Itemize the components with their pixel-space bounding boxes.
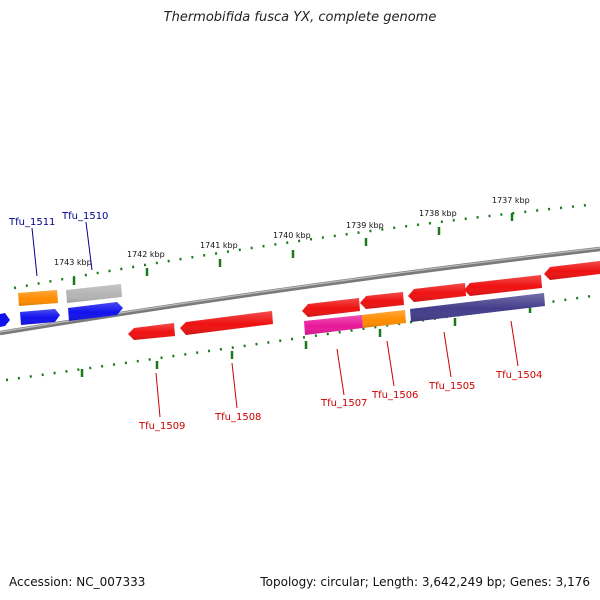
gene-tfu-1505-upper[interactable]: [408, 283, 466, 302]
map-title: Thermobifida fusca YX, complete genome: [163, 10, 437, 25]
leader-tfu-1507: [336, 348, 345, 396]
leader-tfu-1504: [510, 320, 519, 367]
tick-1742: 1742 kbp: [127, 250, 165, 276]
leader-tfu-1510: [85, 221, 93, 271]
label-tfu-1505: Tfu_1505: [428, 381, 475, 392]
label-tfu-1506: Tfu_1506: [371, 390, 418, 401]
gene-tfu-1505[interactable]: [410, 293, 545, 322]
genome-summary: Topology: circular; Length: 3,642,249 bp…: [260, 575, 590, 589]
tick-label-1741: 1741 kbp: [200, 241, 238, 250]
gene-tfu-1507-upper[interactable]: [302, 298, 360, 317]
label-tfu-1511: Tfu_1511: [8, 217, 55, 228]
leader-tfu-1508: [231, 362, 238, 409]
label-tfu-1508: Tfu_1508: [214, 412, 261, 423]
tick-1740: 1740 kbp: [273, 231, 311, 258]
tick-label-1738: 1738 kbp: [419, 209, 457, 218]
label-tfu-1507: Tfu_1507: [320, 398, 367, 409]
tick-1738: 1738 kbp: [419, 209, 457, 235]
inner-major-ticks: [80, 305, 532, 377]
gene-tfu-1510[interactable]: [66, 284, 122, 303]
accession-text: Accession: NC_007333: [9, 575, 146, 589]
leader-tfu-1509: [155, 372, 161, 418]
gene-tfu-1504-upper[interactable]: [464, 275, 542, 296]
leader-tfu-1511: [31, 227, 38, 277]
gene-tfu-1509[interactable]: [128, 323, 175, 340]
gene-tfu-1510-partner[interactable]: [68, 302, 123, 321]
gene-tfu-1507[interactable]: [304, 315, 363, 335]
genome-backbone: [0, 246, 600, 336]
tick-label-1740: 1740 kbp: [273, 231, 311, 240]
gene-edge-red[interactable]: [544, 261, 600, 280]
tick-label-1737: 1737 kbp: [492, 196, 530, 205]
gene-tfu-1511-partner[interactable]: [20, 309, 60, 325]
gene-edge-blue[interactable]: [0, 313, 10, 327]
label-tfu-1509: Tfu_1509: [138, 421, 185, 432]
tick-1743: 1743 kbp: [54, 258, 92, 285]
leader-tfu-1506: [386, 340, 395, 387]
leader-tfu-1505: [443, 331, 452, 378]
tick-label-1743: 1743 kbp: [54, 258, 92, 267]
tick-1741: 1741 kbp: [200, 241, 238, 267]
gene-tfu-1508[interactable]: [180, 311, 273, 335]
label-tfu-1510: Tfu_1510: [61, 211, 108, 222]
tick-1737: 1737 kbp: [492, 196, 530, 221]
gene-tfu-1511[interactable]: [18, 290, 58, 306]
tick-label-1739: 1739 kbp: [346, 221, 384, 230]
tick-label-1742: 1742 kbp: [127, 250, 165, 259]
tick-1739: 1739 kbp: [346, 221, 384, 246]
gene-tfu-1506-upper[interactable]: [360, 292, 404, 309]
label-tfu-1504: Tfu_1504: [495, 370, 542, 381]
gene-tfu-1506[interactable]: [362, 310, 406, 328]
